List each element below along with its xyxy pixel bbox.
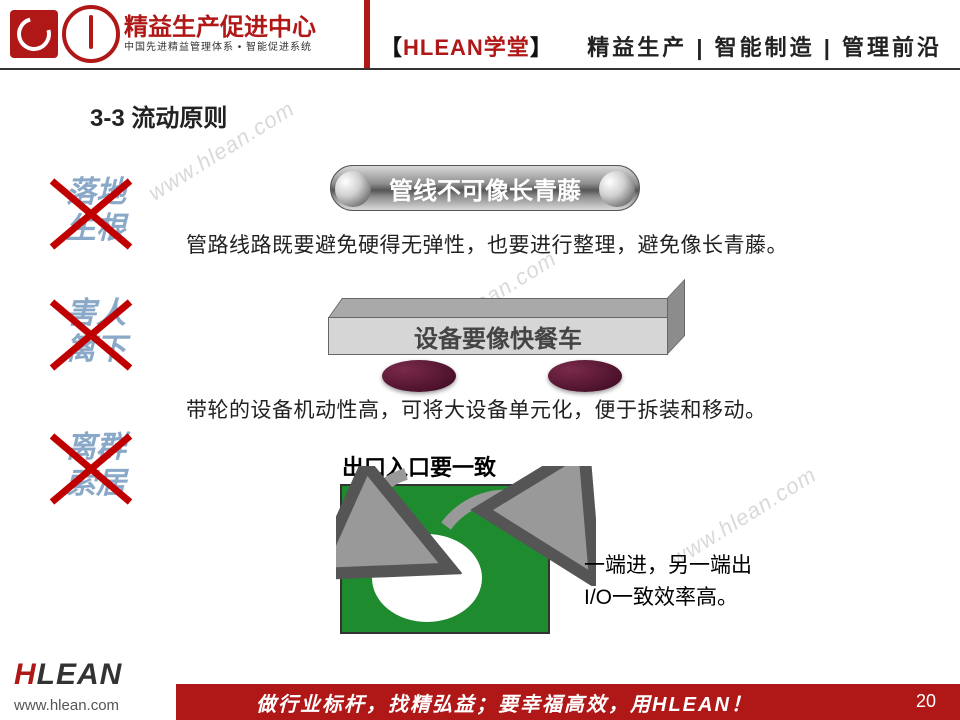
pipe-pill-label: 管线不可像长青藤: [389, 171, 581, 206]
cart-graphic: 设备要像快餐车: [328, 298, 668, 386]
footer-brand: HLEAN: [14, 658, 122, 692]
cross-icon: [46, 296, 136, 374]
io-title: 出口入口要一致: [342, 450, 496, 482]
section-title: 3-3 流动原则: [90, 98, 227, 133]
cart-side: [667, 279, 685, 355]
cart-wheel-icon: [382, 360, 456, 392]
footer-slogan: 做行业标杆，找精弘益；要幸福高效，用HLEAN！: [256, 688, 753, 717]
cross-icon: [46, 430, 136, 508]
logo-area: 精益生产促进中心 中国先进精益管理体系 • 智能促进系统: [10, 5, 316, 63]
header-center: 【HLEAN学堂】: [380, 30, 553, 62]
io-green-box: [340, 484, 550, 634]
text-2: 带轮的设备机动性高，可将大设备单元化，便于拆装和移动。: [186, 395, 946, 427]
text-1: 管路线路既要避免硬得无弹性，也要进行整理，避免像长青藤。: [186, 230, 946, 262]
cart-front: 设备要像快餐车: [328, 317, 668, 355]
logo-title: 精益生产促进中心: [124, 14, 316, 43]
logo-subtitle: 中国先进精益管理体系 • 智能促进系统: [124, 42, 316, 54]
io-side-text: 一端进，另一端出 I/O一致效率高。: [584, 550, 752, 613]
footer-bar: 做行业标杆，找精弘益；要幸福高效，用HLEAN！: [176, 684, 960, 720]
logo-text: 精益生产促进中心 中国先进精益管理体系 • 智能促进系统: [124, 14, 316, 55]
cross-icon: [46, 175, 136, 253]
io-side-line2: I/O一致效率高。: [584, 582, 752, 614]
pipe-pill: 管线不可像长青藤: [330, 165, 640, 211]
slide-content: www.hlean.com www.hlean.com www.hlean.co…: [0, 70, 960, 660]
cart-wheel-icon: [548, 360, 622, 392]
logo-badge-icon: [10, 10, 58, 58]
cart-label: 设备要像快餐车: [414, 319, 582, 354]
page-number: 20: [916, 691, 936, 712]
header-divider: [364, 0, 370, 68]
header-right: 精益生产 | 智能制造 | 管理前沿: [587, 30, 942, 62]
footer: HLEAN www.hlean.com 做行业标杆，找精弘益；要幸福高效，用HL…: [0, 660, 960, 720]
footer-url: www.hlean.com: [14, 697, 119, 714]
header: 精益生产促进中心 中国先进精益管理体系 • 智能促进系统 【HLEAN学堂】 精…: [0, 0, 960, 70]
io-hole: [372, 534, 482, 622]
io-side-line1: 一端进，另一端出: [584, 550, 752, 582]
logo-circle-icon: [62, 5, 120, 63]
cart-top: [328, 298, 682, 318]
